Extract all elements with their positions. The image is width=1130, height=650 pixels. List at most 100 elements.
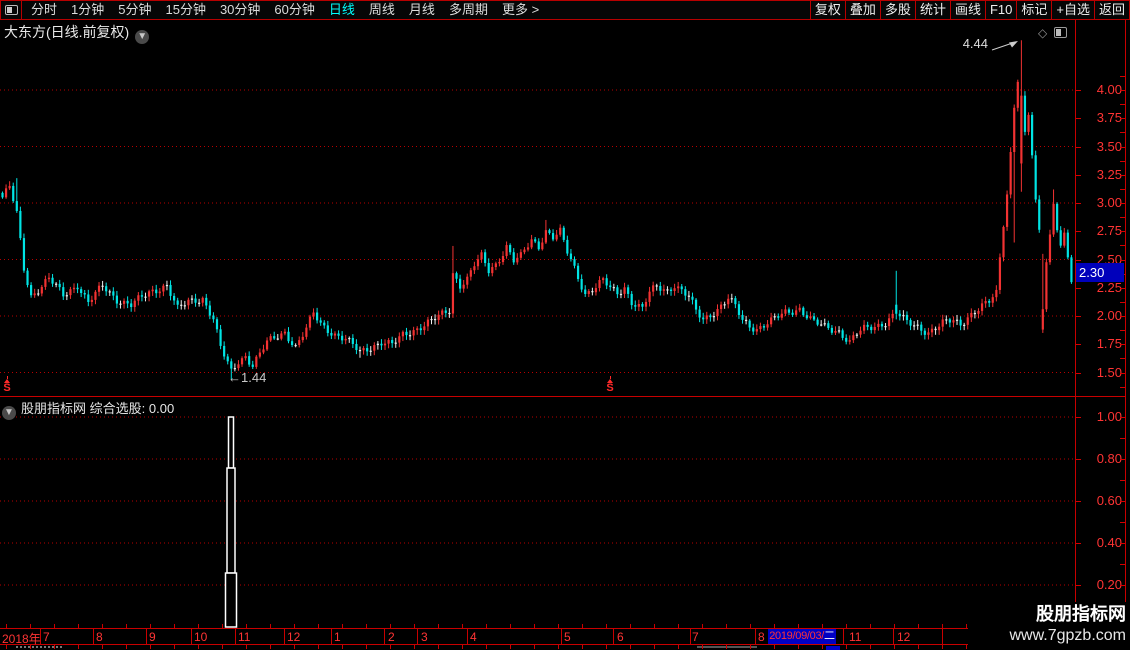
- date-axis-label: 7: [692, 630, 699, 644]
- date-axis-tick: [462, 645, 463, 649]
- axis-minor-tick: [1120, 146, 1125, 148]
- date-axis-label: 6: [617, 630, 624, 644]
- date-axis-label: 4: [470, 630, 477, 644]
- price-axis-label: 2.00: [1096, 308, 1122, 323]
- date-axis-tick: [342, 624, 343, 628]
- axis-minor-tick: [1120, 259, 1125, 261]
- date-axis-divider: [331, 629, 332, 644]
- chevron-down-icon[interactable]: ▼: [135, 30, 150, 44]
- period-tab-1[interactable]: 分时: [31, 2, 58, 17]
- axis-minor-tick: [1120, 501, 1125, 502]
- high-price-annotation: 4.44: [962, 36, 988, 51]
- date-axis-divider: [843, 629, 844, 644]
- date-axis-label: 9: [149, 630, 156, 644]
- date-axis-tick: [150, 645, 151, 649]
- axis-minor-tick: [1120, 585, 1125, 586]
- date-axis-label: 5: [564, 630, 571, 644]
- axis-minor-tick: [1120, 75, 1125, 77]
- date-axis-tick: [366, 645, 367, 649]
- toolbar-button-4[interactable]: 统计: [914, 1, 950, 19]
- chevron-down-icon[interactable]: ▼: [2, 406, 16, 420]
- date-axis-tick: [510, 645, 511, 649]
- date-axis-tick: [654, 645, 655, 649]
- axis-minor-tick: [1120, 386, 1125, 388]
- date-axis-tick: [678, 645, 679, 649]
- indicator-name: 综合选股: [89, 401, 142, 416]
- date-axis-tick: [774, 624, 775, 628]
- watermark-site-name: 股朋指标网: [1036, 604, 1126, 624]
- date-axis-tick: [270, 645, 271, 649]
- date-axis-divider: [755, 629, 756, 644]
- period-tab-2[interactable]: 1分钟: [71, 2, 105, 17]
- date-axis-label: 8: [96, 630, 103, 644]
- layout-toggle-button[interactable]: [0, 1, 22, 19]
- axis-minor-tick: [1120, 417, 1125, 418]
- price-axis-label: 1.75: [1096, 336, 1122, 352]
- price-axis-label: 2.25: [1096, 279, 1122, 295]
- axis-tick: [1076, 203, 1081, 204]
- period-tab-11[interactable]: 更多 >: [501, 2, 540, 17]
- date-axis-tick: [318, 645, 319, 649]
- date-axis-tick: [534, 645, 535, 649]
- date-axis-tick: [78, 645, 79, 649]
- toolbar-button-6[interactable]: F10: [984, 1, 1016, 19]
- date-axis-label: 11: [238, 630, 251, 644]
- date-axis-divider: [284, 629, 285, 644]
- axis-minor-tick: [1120, 459, 1125, 460]
- date-axis-tick: [822, 624, 823, 628]
- date-axis-tick: [798, 624, 799, 628]
- toolbar-button-2[interactable]: 叠加: [844, 1, 880, 19]
- indicator-chart[interactable]: [0, 396, 1075, 628]
- date-axis-tick: [318, 624, 319, 628]
- top-menu-bar: 分时 1分钟 5分钟 15分钟 30分钟 60分钟 日线 周线 月线 多周期 更多 > 复权 叠加 多股…: [0, 0, 1130, 20]
- date-axis-tick: [654, 624, 655, 628]
- sell-signal-marker: S: [604, 376, 616, 394]
- date-axis-tick: [558, 645, 559, 649]
- date-axis-tick: [462, 624, 463, 628]
- axis-tick: [1076, 118, 1081, 120]
- period-tab-3[interactable]: 5分钟: [118, 2, 152, 17]
- date-axis-divider: [942, 629, 943, 644]
- candlestick-chart[interactable]: [0, 20, 1075, 396]
- axis-minor-tick: [1120, 188, 1125, 190]
- date-axis-tick: [438, 645, 439, 649]
- period-tab-5[interactable]: 30分钟: [219, 2, 261, 17]
- date-axis-tick: [390, 624, 391, 628]
- period-tab-9[interactable]: 月线: [408, 2, 435, 17]
- date-axis-tick: [30, 645, 31, 649]
- axis-minor-tick: [1120, 543, 1125, 544]
- toolbar-button-9[interactable]: 返回: [1093, 1, 1129, 19]
- date-axis-tick: [390, 645, 391, 649]
- axis-tick: [1076, 146, 1081, 148]
- period-tab-4[interactable]: 15分钟: [165, 2, 206, 17]
- date-axis-tick: [582, 645, 583, 649]
- period-tab-10[interactable]: 多周期: [448, 2, 488, 17]
- split-window-icon: [4, 5, 18, 15]
- period-tab-7[interactable]: 日线: [328, 2, 355, 17]
- symbol-title: 大东方(日线.前复权): [4, 24, 130, 40]
- window-icon[interactable]: [1054, 27, 1068, 38]
- chart-corner-icons: ◇: [1038, 26, 1068, 40]
- toolbar-button-1[interactable]: 复权: [809, 1, 845, 19]
- axis-minor-tick: [1120, 118, 1125, 120]
- date-axis-top-line: [0, 628, 985, 629]
- period-tab-6[interactable]: 60分钟: [274, 2, 315, 17]
- date-axis-divider: [384, 629, 385, 644]
- right-edge-line: [1125, 20, 1126, 644]
- date-axis-tick: [78, 624, 79, 628]
- date-axis-label: 8: [758, 630, 765, 644]
- date-axis-label: 7: [43, 630, 50, 644]
- toolbar-button-8[interactable]: +自选: [1051, 1, 1094, 19]
- toolbar-button-3[interactable]: 多股: [879, 1, 915, 19]
- price-axis-label: 3.75: [1096, 110, 1122, 126]
- date-axis-label: 1: [334, 630, 341, 644]
- axis-minor-tick: [1120, 316, 1125, 317]
- date-axis-tick: [366, 624, 367, 628]
- axis-minor-tick: [1120, 330, 1125, 332]
- axis-minor-tick: [1120, 203, 1125, 204]
- period-tab-8[interactable]: 周线: [368, 2, 395, 17]
- toolbar-button-7[interactable]: 标记: [1016, 1, 1051, 19]
- diamond-icon[interactable]: ◇: [1038, 26, 1048, 40]
- date-axis-tick: [54, 624, 55, 628]
- toolbar-button-5[interactable]: 画线: [949, 1, 985, 19]
